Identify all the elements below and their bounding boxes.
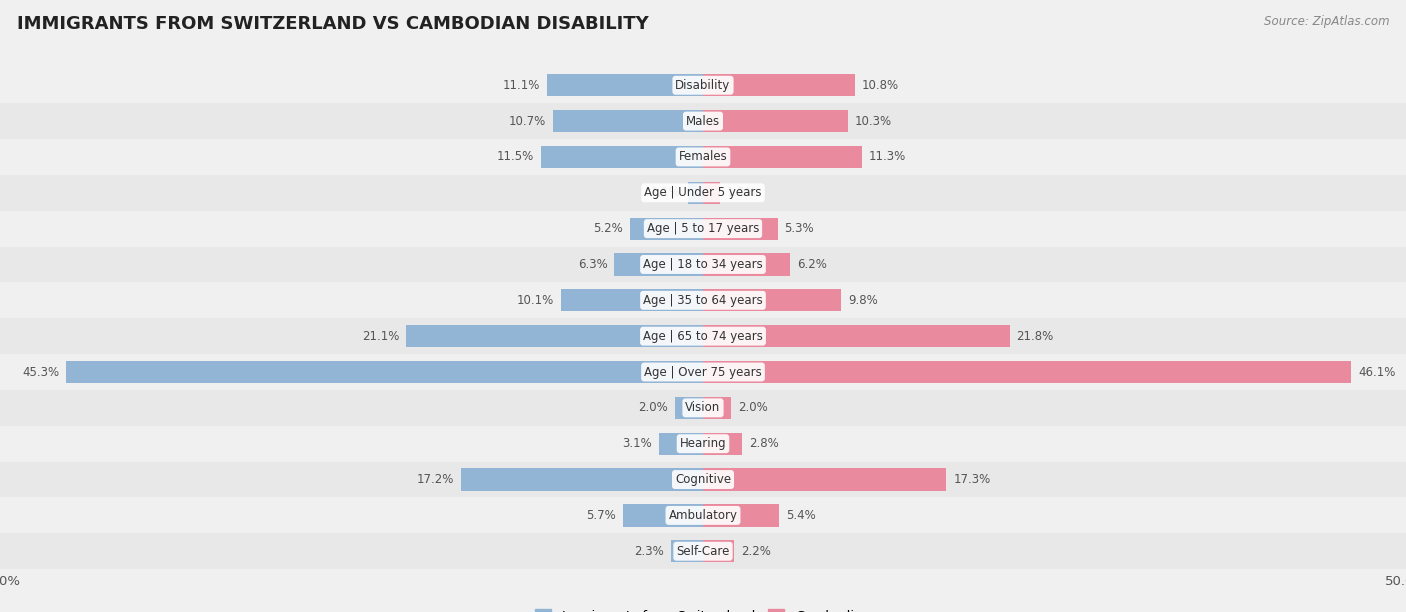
Text: 11.5%: 11.5% [498,151,534,163]
Bar [406,325,703,347]
Bar [0,103,1406,139]
Bar [0,318,1406,354]
Text: Self-Care: Self-Care [676,545,730,558]
Bar [703,397,731,419]
Text: IMMIGRANTS FROM SWITZERLAND VS CAMBODIAN DISABILITY: IMMIGRANTS FROM SWITZERLAND VS CAMBODIAN… [17,15,648,33]
Bar [671,540,703,562]
Bar [0,461,1406,498]
Text: 10.8%: 10.8% [862,79,898,92]
Bar [0,390,1406,426]
Bar [703,110,848,132]
Bar [553,110,703,132]
Text: 11.1%: 11.1% [502,79,540,92]
Text: 2.0%: 2.0% [638,401,668,414]
Text: 17.2%: 17.2% [416,473,454,486]
Text: Age | 65 to 74 years: Age | 65 to 74 years [643,330,763,343]
Text: 5.7%: 5.7% [586,509,616,522]
Text: 2.2%: 2.2% [741,545,770,558]
Bar [0,354,1406,390]
Text: 1.2%: 1.2% [727,186,756,200]
Bar [703,325,1010,347]
Text: 2.8%: 2.8% [749,437,779,450]
Text: 3.1%: 3.1% [623,437,652,450]
Text: 10.3%: 10.3% [855,114,891,127]
Text: Age | Under 5 years: Age | Under 5 years [644,186,762,200]
Text: 10.1%: 10.1% [517,294,554,307]
Bar [703,182,720,204]
Text: Cognitive: Cognitive [675,473,731,486]
Bar [703,361,1351,383]
Text: Age | 18 to 34 years: Age | 18 to 34 years [643,258,763,271]
Text: 21.8%: 21.8% [1017,330,1053,343]
Text: 5.4%: 5.4% [786,509,815,522]
Bar [703,253,790,275]
Text: 10.7%: 10.7% [509,114,546,127]
Bar [0,247,1406,282]
Bar [561,289,703,312]
Bar [541,146,703,168]
Text: Age | 35 to 64 years: Age | 35 to 64 years [643,294,763,307]
Text: 21.1%: 21.1% [361,330,399,343]
Bar [688,182,703,204]
Text: Disability: Disability [675,79,731,92]
Text: 45.3%: 45.3% [22,365,59,378]
Text: 11.3%: 11.3% [869,151,905,163]
Bar [0,282,1406,318]
Text: 2.0%: 2.0% [738,401,768,414]
Text: 17.3%: 17.3% [953,473,990,486]
Bar [0,139,1406,175]
Text: Males: Males [686,114,720,127]
Text: 5.2%: 5.2% [593,222,623,235]
Legend: Immigrants from Switzerland, Cambodian: Immigrants from Switzerland, Cambodian [530,604,876,612]
Text: 6.3%: 6.3% [578,258,607,271]
Bar [0,533,1406,569]
Text: Hearing: Hearing [679,437,727,450]
Bar [0,175,1406,211]
Bar [675,397,703,419]
Text: Age | Over 75 years: Age | Over 75 years [644,365,762,378]
Bar [703,468,946,491]
Bar [659,433,703,455]
Bar [703,217,778,240]
Bar [703,540,734,562]
Bar [66,361,703,383]
Text: Females: Females [679,151,727,163]
Bar [703,74,855,96]
Bar [461,468,703,491]
Bar [703,146,862,168]
Bar [547,74,703,96]
Text: Ambulatory: Ambulatory [668,509,738,522]
Text: Vision: Vision [685,401,721,414]
Bar [623,504,703,526]
Text: 1.1%: 1.1% [651,186,681,200]
Bar [614,253,703,275]
Text: 9.8%: 9.8% [848,294,877,307]
Text: Source: ZipAtlas.com: Source: ZipAtlas.com [1264,15,1389,28]
Bar [630,217,703,240]
Bar [703,504,779,526]
Bar [703,289,841,312]
Text: 2.3%: 2.3% [634,545,664,558]
Text: 6.2%: 6.2% [797,258,827,271]
Bar [0,426,1406,461]
Text: 46.1%: 46.1% [1358,365,1396,378]
Bar [0,67,1406,103]
Bar [0,211,1406,247]
Bar [703,433,742,455]
Bar [0,498,1406,533]
Text: 5.3%: 5.3% [785,222,814,235]
Text: Age | 5 to 17 years: Age | 5 to 17 years [647,222,759,235]
